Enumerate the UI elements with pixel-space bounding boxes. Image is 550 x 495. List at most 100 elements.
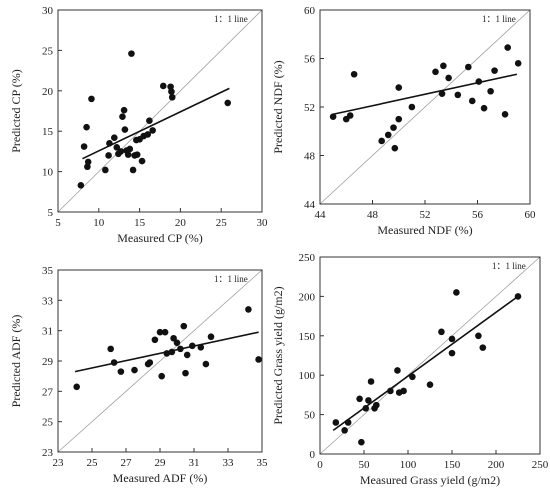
y-tick-label: 15 xyxy=(42,126,54,138)
chart-panel-3: 23 25 27 29 31 33 35 23 25 27 29 31 33 35 1：1 line Meas… xyxy=(9,265,268,485)
data-point xyxy=(197,344,205,351)
data-point xyxy=(110,359,118,366)
data-point xyxy=(77,182,85,189)
data-point xyxy=(438,328,445,336)
data-point xyxy=(426,381,434,388)
data-point xyxy=(161,328,169,336)
data-point xyxy=(346,112,354,119)
data-point xyxy=(514,293,522,300)
data-point xyxy=(156,328,164,336)
data-point xyxy=(149,127,156,134)
data-point xyxy=(440,62,447,70)
y-tick-label: 200 xyxy=(299,291,316,303)
x-tick-label: 5 xyxy=(55,217,61,229)
data-point xyxy=(501,110,509,118)
y-tick-label: 48 xyxy=(304,151,316,163)
data-point xyxy=(83,123,90,131)
data-point xyxy=(245,306,252,313)
data-point xyxy=(391,144,399,152)
data-point xyxy=(168,88,175,95)
data-point xyxy=(445,74,452,82)
data-point xyxy=(224,99,232,107)
x-tick-label: 48 xyxy=(367,209,379,221)
regression-line xyxy=(332,73,518,116)
x-tick-label: 30 xyxy=(257,217,269,229)
data-point xyxy=(113,144,121,151)
y-tick-label: 56 xyxy=(304,54,316,66)
data-point xyxy=(344,419,352,426)
data-point xyxy=(255,356,262,363)
data-point xyxy=(88,95,95,103)
data-point xyxy=(465,63,472,71)
data-point xyxy=(448,349,456,357)
data-point xyxy=(168,93,176,101)
y-tick-label: 25 xyxy=(42,45,54,57)
one-to-one-line xyxy=(57,269,263,453)
data-point xyxy=(350,70,358,78)
data-point xyxy=(183,351,191,359)
data-point xyxy=(131,366,138,374)
x-tick-label: 52 xyxy=(420,209,431,221)
data-point xyxy=(332,419,340,426)
y-tick-label: 20 xyxy=(42,86,54,98)
x-tick-label: 23 xyxy=(53,457,65,469)
data-point xyxy=(119,113,126,120)
data-point xyxy=(394,367,401,374)
x-tick-label: 35 xyxy=(257,457,269,469)
data-point xyxy=(151,336,159,344)
chart-panel-4: 0 50 100 150 200 250 0 50 100 150 200 250 1：1 line Me… xyxy=(271,252,549,487)
data-point xyxy=(408,103,416,111)
one-to-one-line xyxy=(319,9,531,205)
data-point xyxy=(362,404,370,412)
data-point xyxy=(487,87,494,95)
data-point xyxy=(117,368,125,375)
data-point xyxy=(106,140,113,147)
data-point xyxy=(107,345,114,353)
y-axis-label: Predicted CP (%) xyxy=(9,69,23,153)
data-point xyxy=(514,60,522,67)
y-tick-label: 250 xyxy=(299,252,316,264)
x-tick-label: 25 xyxy=(87,457,99,469)
one-to-one-line xyxy=(319,256,541,455)
data-point xyxy=(167,83,174,91)
data-point xyxy=(158,372,165,380)
data-point xyxy=(453,289,460,296)
data-point xyxy=(358,438,365,446)
data-point xyxy=(341,427,348,434)
x-tick-label: 25 xyxy=(216,217,228,229)
chart-panel-1: 5 10 15 20 25 30 5 10 15 20 25 30 1：1 line Measured C… xyxy=(9,5,268,245)
one-to-one-line xyxy=(57,9,263,213)
data-point xyxy=(120,106,128,114)
y-tick-label: 52 xyxy=(304,102,315,114)
data-point xyxy=(475,78,483,85)
y-axis-label: Predicted ADF (%) xyxy=(9,315,23,408)
x-axis-label: Measured NDF (%) xyxy=(377,223,472,237)
data-point xyxy=(378,137,385,145)
data-point xyxy=(168,348,176,356)
data-point xyxy=(395,115,403,123)
data-point xyxy=(400,387,407,395)
y-tick-label: 35 xyxy=(42,265,54,277)
y-tick-label: 100 xyxy=(299,370,316,382)
data-point xyxy=(432,68,439,76)
x-tick-label: 33 xyxy=(223,457,235,469)
data-point xyxy=(177,345,184,353)
data-point xyxy=(138,157,146,165)
data-point xyxy=(395,84,403,91)
y-tick-label: 50 xyxy=(304,410,316,422)
data-point xyxy=(409,373,416,381)
data-point xyxy=(468,97,476,105)
data-point xyxy=(128,50,135,57)
data-point xyxy=(170,334,177,342)
y-tick-label: 44 xyxy=(304,199,316,211)
data-point xyxy=(146,359,154,366)
data-point xyxy=(84,163,91,171)
data-point xyxy=(102,166,109,174)
plot-frame xyxy=(319,256,541,455)
x-axis-label: Measured CP (%) xyxy=(117,231,203,245)
x-tick-label: 29 xyxy=(155,457,167,469)
data-point xyxy=(84,158,92,166)
data-point xyxy=(73,383,80,391)
y-tick-label: 150 xyxy=(299,331,316,343)
